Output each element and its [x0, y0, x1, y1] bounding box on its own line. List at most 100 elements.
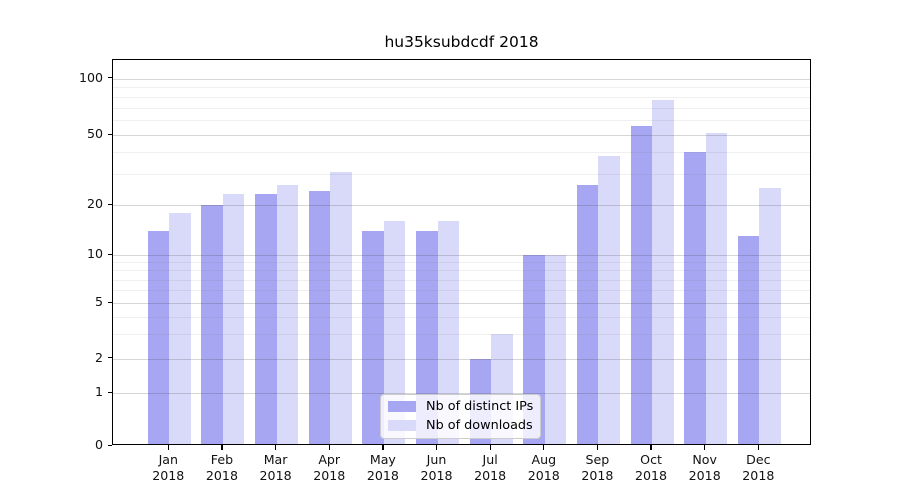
gridline-minor — [113, 152, 810, 154]
x-tick-label-year: 2018 — [420, 468, 453, 483]
gridline-minor — [113, 290, 810, 292]
x-tick-mark — [221, 445, 223, 450]
bar-downloads-may — [383, 221, 406, 444]
x-tick-label-month: Mar — [263, 452, 288, 467]
y-tick-label: 50 — [86, 126, 103, 141]
legend-item-downloads: Nb of downloads — [388, 418, 533, 434]
bar-downloads-jun — [437, 221, 459, 444]
x-tick-label-month: Jan — [158, 452, 178, 467]
bar-distinct-ips-sep — [576, 184, 599, 444]
bar-distinct-ips-oct — [630, 125, 653, 444]
x-tick-label-month: Jun — [426, 452, 447, 467]
bar-distinct-ips-may — [362, 230, 384, 444]
gridline-major — [113, 78, 810, 80]
x-tick-label-month: Jul — [482, 452, 498, 467]
bar-distinct-ips-dec — [737, 236, 760, 444]
bar-downloads-oct — [652, 99, 674, 444]
bar-distinct-ips-mar — [255, 194, 277, 444]
x-tick-mark — [489, 445, 491, 450]
bar-distinct-ips-jan — [147, 230, 170, 444]
gridline-minor — [113, 316, 810, 318]
gridline-minor — [113, 333, 810, 335]
x-tick-label-month: Dec — [746, 452, 771, 467]
legend: Nb of distinct IPs Nb of downloads — [380, 393, 542, 439]
bar-downloads-jan — [169, 212, 191, 444]
gridline-minor — [113, 270, 810, 272]
x-tick-label-year: 2018 — [313, 468, 346, 483]
x-tick-mark — [650, 445, 652, 450]
x-tick-label-month: May — [369, 452, 396, 467]
y-tick-label: 5 — [94, 294, 103, 309]
x-tick-mark — [167, 445, 169, 450]
gridline-major — [113, 255, 810, 256]
y-tick-mark — [108, 253, 112, 255]
y-tick-mark — [108, 203, 112, 205]
x-tick-mark — [328, 445, 330, 450]
gridline-major — [113, 135, 810, 136]
y-tick-label: 1 — [94, 384, 103, 399]
gridline-minor — [113, 279, 810, 281]
x-tick-mark — [543, 445, 545, 450]
y-tick-mark — [108, 77, 112, 79]
gridline-major — [113, 303, 810, 304]
x-tick-label-year: 2018 — [742, 468, 775, 483]
y-tick-label: 100 — [78, 69, 103, 85]
y-tick-label: 10 — [86, 246, 103, 261]
bar-distinct-ips-apr — [308, 191, 331, 444]
gridline-major — [113, 205, 810, 206]
x-tick-mark — [704, 445, 706, 450]
x-tick-label-month: Oct — [640, 452, 662, 467]
x-tick-label-month: Apr — [318, 452, 341, 467]
x-tick-label-year: 2018 — [635, 468, 668, 483]
y-tick-mark — [108, 444, 112, 446]
legend-swatch-downloads — [388, 420, 416, 431]
bar-distinct-ips-nov — [684, 152, 706, 444]
x-tick-mark — [274, 445, 277, 450]
y-tick-label: 0 — [94, 437, 103, 452]
y-tick-mark — [108, 133, 112, 135]
bar-distinct-ips-feb — [201, 205, 223, 444]
x-tick-mark — [596, 445, 599, 450]
x-tick-label-month: Sep — [585, 452, 610, 467]
x-tick-label-month: Nov — [692, 452, 717, 467]
bar-downloads-apr — [330, 171, 352, 444]
x-tick-label-year: 2018 — [205, 468, 238, 483]
chart-title: hu35ksubdcdf 2018 — [384, 33, 539, 51]
bar-downloads-dec — [759, 187, 781, 444]
gridline-minor — [113, 120, 810, 122]
gridline-minor — [113, 107, 810, 109]
y-tick-mark — [108, 391, 112, 393]
x-tick-mark — [757, 445, 760, 450]
plot-area: Nb of distinct IPs Nb of downloads — [112, 58, 811, 445]
y-tick-mark — [108, 357, 112, 359]
x-tick-mark — [382, 445, 384, 450]
bar-downloads-sep — [598, 155, 620, 444]
gridline-minor — [113, 262, 810, 264]
gridline-minor — [113, 96, 810, 98]
y-tick-label: 20 — [86, 196, 103, 211]
x-tick-label-year: 2018 — [581, 468, 614, 483]
x-tick-label-year: 2018 — [688, 468, 721, 483]
bar-downloads-feb — [222, 194, 245, 444]
x-tick-mark — [435, 445, 438, 450]
x-tick-label-year: 2018 — [366, 468, 399, 483]
bar-distinct-ips-jun — [416, 230, 438, 444]
y-tick-mark — [108, 301, 112, 303]
gridline-minor — [113, 174, 810, 176]
y-tick-label: 2 — [94, 349, 103, 365]
x-tick-label-year: 2018 — [259, 468, 292, 483]
x-tick-label-month: Aug — [531, 452, 557, 467]
bar-downloads-mar — [276, 184, 299, 444]
bar-downloads-aug — [544, 255, 567, 444]
x-tick-label-year: 2018 — [152, 468, 185, 483]
gridline-major — [113, 358, 810, 360]
legend-label-distinct-ips: Nb of distinct IPs — [426, 398, 534, 414]
gridline-minor — [113, 87, 810, 89]
legend-swatch-distinct-ips — [388, 401, 416, 412]
x-tick-label-year: 2018 — [527, 468, 560, 483]
legend-item-distinct-ips: Nb of distinct IPs — [388, 399, 533, 415]
legend-label-downloads: Nb of downloads — [426, 417, 533, 433]
x-tick-label-month: Feb — [210, 452, 234, 467]
